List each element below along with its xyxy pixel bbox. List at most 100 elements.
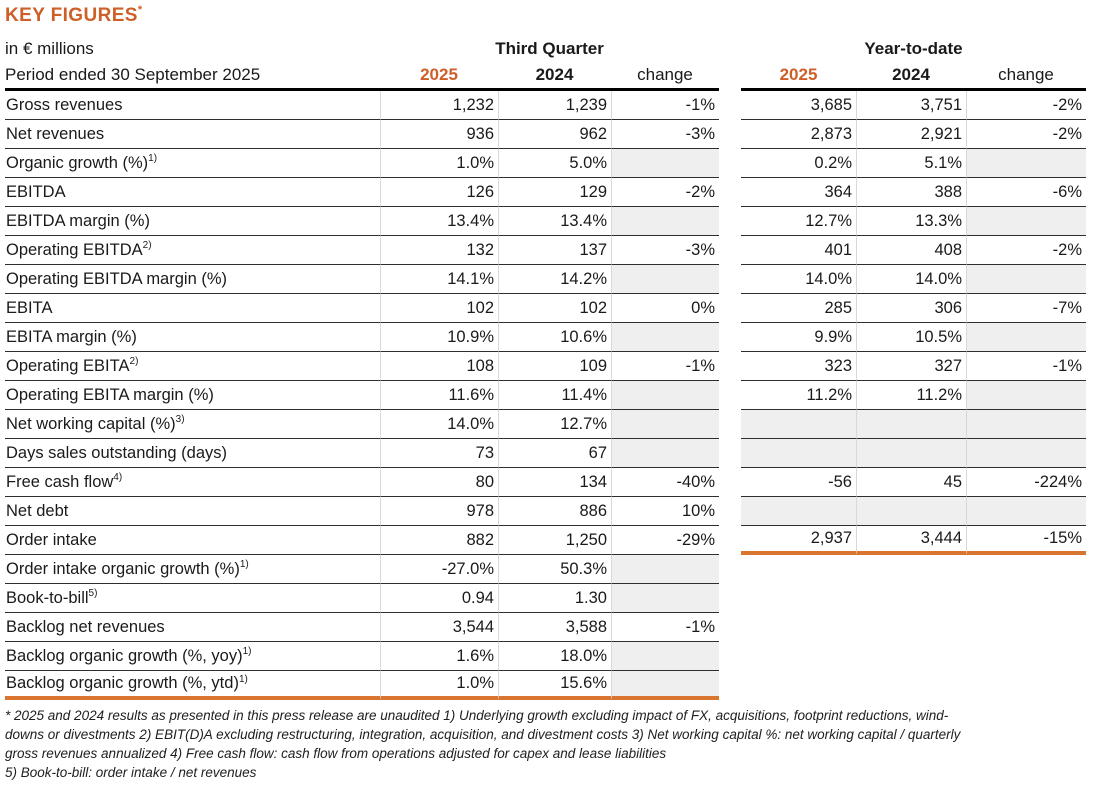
row-label-text: Backlog net revenues	[6, 617, 165, 636]
ytd-change-value	[966, 410, 1086, 439]
column-gap	[719, 584, 741, 613]
tq-change-value	[611, 207, 719, 236]
ytd-change-value: -2%	[966, 236, 1086, 265]
group-header-third-quarter: Third Quarter	[495, 39, 604, 58]
figures-grid: in € millions Third Quarter Year-to-date…	[5, 36, 1086, 700]
row-label: EBITA margin (%)	[5, 323, 380, 352]
tq-change-value: -29%	[611, 526, 719, 555]
tq-2025-value: 11.6%	[380, 381, 498, 410]
tq-change-value	[611, 439, 719, 468]
tq-change-value: -40%	[611, 468, 719, 497]
column-gap	[719, 149, 741, 178]
unit-label: in € millions	[5, 39, 94, 58]
row-label-text: Free cash flow	[6, 472, 114, 491]
tq-2024-value: 10.6%	[498, 323, 611, 352]
row-label-text: Operating EBITA	[6, 356, 130, 375]
row-label-text: Net working capital (%)	[6, 414, 176, 433]
column-gap	[719, 526, 741, 555]
ytd-change-value	[966, 265, 1086, 294]
row-label: Operating EBITDA margin (%)	[5, 265, 380, 294]
ytd-2025-value: 14.0%	[741, 265, 856, 294]
page-title-text: KEY FIGURES	[5, 5, 138, 26]
ytd-2025-value: 2,937	[741, 526, 856, 555]
row-label-text: Book-to-bill	[6, 588, 89, 607]
tq-change-value: -1%	[611, 613, 719, 642]
tq-2024-value: 137	[498, 236, 611, 265]
tq-2024-value: 1.30	[498, 584, 611, 613]
row-label: Free cash flow 4)	[5, 468, 380, 497]
tq-2024-value: 50.3%	[498, 555, 611, 584]
tq-2024-value: 102	[498, 294, 611, 323]
row-label-text: Days sales outstanding (days)	[6, 443, 228, 462]
column-gap	[719, 36, 741, 62]
row-label: Backlog net revenues	[5, 613, 380, 642]
ytd-2025-value: 364	[741, 178, 856, 207]
ytd-change-value	[966, 555, 1086, 584]
ytd-2024-value	[856, 671, 966, 700]
ytd-2025-value	[741, 584, 856, 613]
ytd-2024-value: 11.2%	[856, 381, 966, 410]
tq-2024-value: 1,239	[498, 91, 611, 120]
row-label-text: Net debt	[6, 501, 69, 520]
ytd-2024-value: 13.3%	[856, 207, 966, 236]
ytd-col-change: change	[966, 62, 1086, 91]
column-gap	[719, 642, 741, 671]
tq-change-value	[611, 642, 719, 671]
tq-change-value: -1%	[611, 352, 719, 381]
tq-2025-value: 3,544	[380, 613, 498, 642]
tq-2024-value: 134	[498, 468, 611, 497]
ytd-2024-value: 14.0%	[856, 265, 966, 294]
tq-change-value	[611, 671, 719, 700]
column-gap	[719, 468, 741, 497]
ytd-change-value: -2%	[966, 120, 1086, 149]
column-gap	[719, 671, 741, 700]
row-label: Operating EBITDA 2)	[5, 236, 380, 265]
tq-2024-value: 109	[498, 352, 611, 381]
ytd-change-value: -1%	[966, 352, 1086, 381]
column-gap	[719, 91, 741, 120]
tq-2024-value: 67	[498, 439, 611, 468]
column-gap	[719, 207, 741, 236]
page-title: KEY FIGURES*	[5, 4, 1113, 36]
row-label-text: Net revenues	[6, 124, 105, 143]
tq-2025-value: 80	[380, 468, 498, 497]
row-label-text: Order intake organic growth (%)	[6, 559, 240, 578]
tq-col-2025: 2025	[380, 62, 498, 91]
row-label: Gross revenues	[5, 91, 380, 120]
row-label-text: EBITDA margin (%)	[6, 211, 150, 230]
row-label-text: Operating EBITA margin (%)	[6, 385, 214, 404]
ytd-change-value	[966, 671, 1086, 700]
ytd-col-2024: 2024	[856, 62, 966, 91]
ytd-change-value	[966, 439, 1086, 468]
ytd-2025-value	[741, 439, 856, 468]
column-gap	[719, 555, 741, 584]
tq-change-value: -2%	[611, 178, 719, 207]
ytd-2024-value: 327	[856, 352, 966, 381]
row-label: Days sales outstanding (days)	[5, 439, 380, 468]
column-gap	[719, 62, 741, 91]
row-label-text: EBITA	[6, 298, 53, 317]
ytd-change-value	[966, 584, 1086, 613]
ytd-change-value: -224%	[966, 468, 1086, 497]
ytd-2024-value: 388	[856, 178, 966, 207]
page-title-asterisk: *	[137, 4, 143, 16]
ytd-2024-value	[856, 555, 966, 584]
ytd-2024-value	[856, 497, 966, 526]
column-gap	[719, 497, 741, 526]
tq-2025-value: -27.0%	[380, 555, 498, 584]
ytd-2025-value	[741, 555, 856, 584]
ytd-2025-value: 0.2%	[741, 149, 856, 178]
tq-2025-value: 1.6%	[380, 642, 498, 671]
row-label-text: Organic growth (%)	[6, 153, 149, 172]
ytd-2025-value: 401	[741, 236, 856, 265]
ytd-2024-value	[856, 584, 966, 613]
tq-2025-value: 0.94	[380, 584, 498, 613]
tq-change-value	[611, 323, 719, 352]
ytd-2024-value: 306	[856, 294, 966, 323]
ytd-change-value: -7%	[966, 294, 1086, 323]
tq-2025-value: 1.0%	[380, 149, 498, 178]
ytd-col-2025: 2025	[741, 62, 856, 91]
column-gap	[719, 120, 741, 149]
ytd-change-value: -2%	[966, 91, 1086, 120]
tq-2025-value: 13.4%	[380, 207, 498, 236]
